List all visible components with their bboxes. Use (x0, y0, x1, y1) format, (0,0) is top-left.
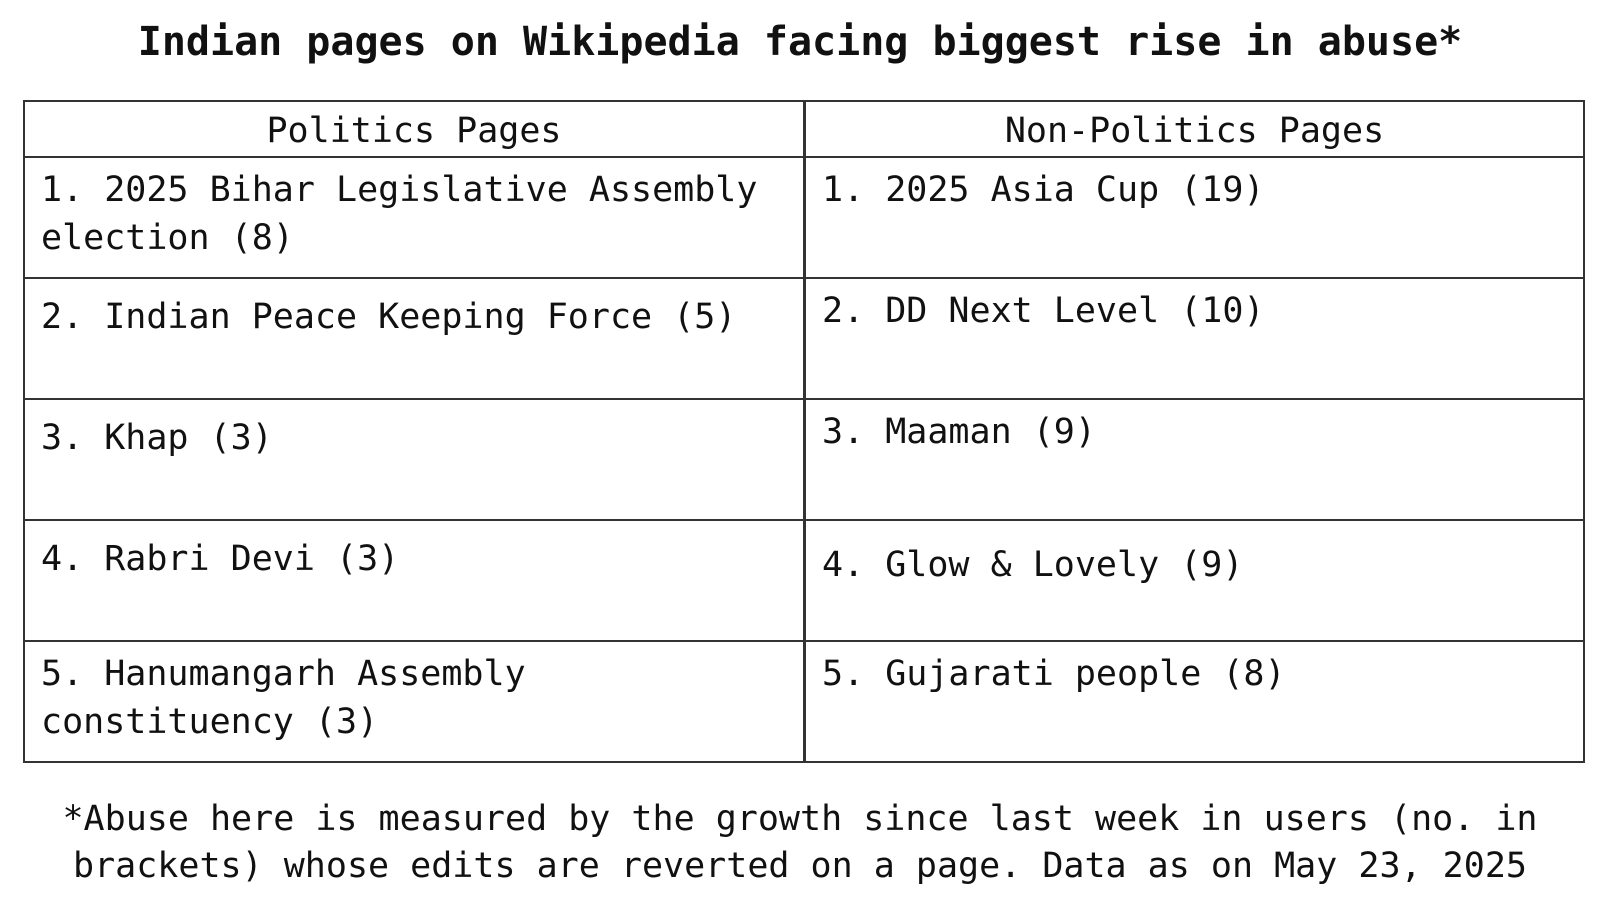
politics-item-5: 5. Hanumangarh Assembly constituency (3) (23, 642, 805, 763)
comparison-table: Politics Pages 1. 2025 Bihar Legislative… (23, 100, 1585, 765)
non-politics-item-5: 5. Gujarati people (8) (804, 642, 1585, 763)
footnote: *Abuse here is measured by the growth si… (0, 796, 1600, 890)
footnote-line-2: brackets) whose edits are reverted on a … (73, 846, 1527, 886)
non-politics-item-4: 4. Glow & Lovely (9) (804, 521, 1585, 642)
non-politics-header: Non-Politics Pages (804, 100, 1585, 158)
politics-item-1: 1. 2025 Bihar Legislative Assembly elect… (23, 158, 805, 279)
politics-header: Politics Pages (23, 100, 805, 158)
non-politics-column: Non-Politics Pages 1. 2025 Asia Cup (19)… (804, 100, 1585, 763)
politics-item-2: 2. Indian Peace Keeping Force (5) (23, 279, 805, 400)
non-politics-item-2: 2. DD Next Level (10) (804, 279, 1585, 400)
page-title: Indian pages on Wikipedia facing biggest… (137, 19, 1463, 65)
politics-column: Politics Pages 1. 2025 Bihar Legislative… (23, 100, 805, 763)
politics-item-4: 4. Rabri Devi (3) (23, 521, 805, 642)
non-politics-item-1: 1. 2025 Asia Cup (19) (804, 158, 1585, 279)
politics-item-3: 3. Khap (3) (23, 400, 805, 521)
footnote-line-1: *Abuse here is measured by the growth si… (62, 799, 1538, 839)
non-politics-item-3: 3. Maaman (9) (804, 400, 1585, 521)
